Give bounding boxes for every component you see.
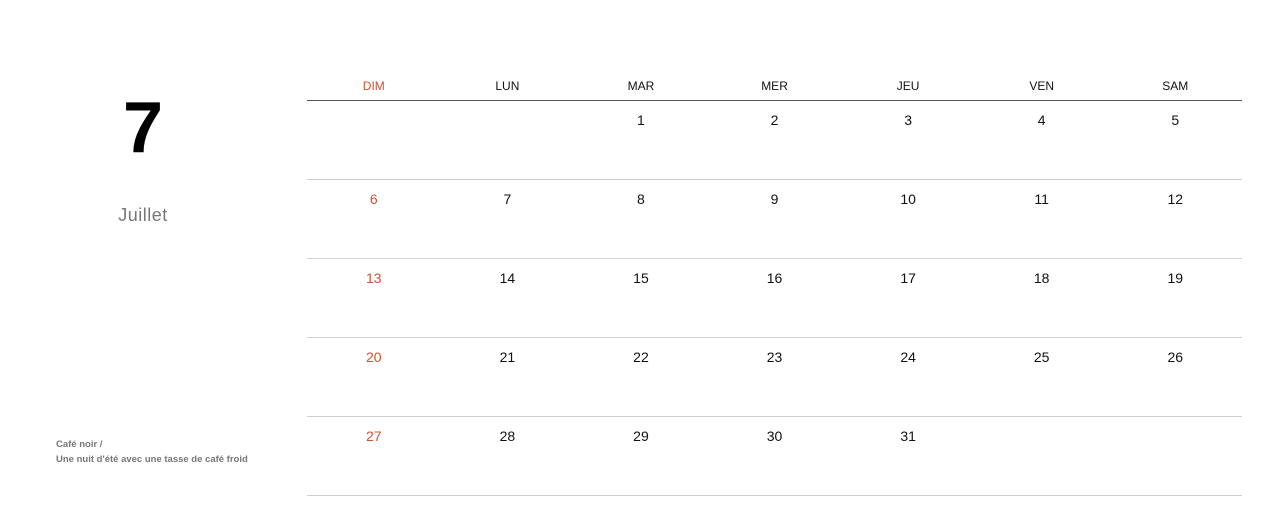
month-number: 7 bbox=[122, 88, 164, 168]
day-cell-12[interactable]: 12 bbox=[1167, 191, 1184, 207]
empty-cell bbox=[441, 101, 575, 179]
week-row: 6 7 8 9 10 11 12 bbox=[307, 180, 1242, 259]
weekday-jeu: JEU bbox=[896, 79, 920, 93]
day-cell-29[interactable]: 29 bbox=[633, 428, 649, 444]
calendar-grid: DIM LUN MAR MER JEU VEN SAM 1 2 3 4 5 6 7 8 9 10 11 12 13 1… bbox=[307, 70, 1242, 496]
weekday-ven: VEN bbox=[1029, 79, 1055, 93]
day-cell-24[interactable]: 24 bbox=[900, 349, 916, 365]
month-name: Juillet bbox=[118, 205, 168, 225]
day-cell-27[interactable]: 27 bbox=[366, 428, 382, 444]
weeks: 1 2 3 4 5 6 7 8 9 10 11 12 13 14 15 16 17 18 19 20 21 22 23 24 2… bbox=[307, 101, 1242, 496]
day-cell-28[interactable]: 28 bbox=[499, 428, 516, 444]
day-cell-14[interactable]: 14 bbox=[499, 270, 516, 286]
day-cell-4[interactable]: 4 bbox=[1037, 112, 1046, 128]
weekday-sam: SAM bbox=[1162, 79, 1189, 93]
day-cell-30[interactable]: 30 bbox=[766, 428, 783, 444]
day-cell-26[interactable]: 26 bbox=[1167, 349, 1184, 365]
weekday-mar: MAR bbox=[627, 79, 655, 93]
day-cell-20[interactable]: 20 bbox=[366, 349, 382, 365]
day-cell-3[interactable]: 3 bbox=[904, 112, 912, 128]
day-cell-7[interactable]: 7 bbox=[503, 191, 512, 207]
day-cell-17[interactable]: 17 bbox=[900, 270, 916, 286]
caption: Café noir / Une nuit d'été avec une tass… bbox=[56, 437, 248, 467]
day-cell-1[interactable]: 1 bbox=[637, 112, 645, 128]
day-cell-6[interactable]: 6 bbox=[369, 191, 378, 207]
week-row: 13 14 15 16 17 18 19 bbox=[307, 259, 1242, 338]
empty-cell bbox=[1108, 417, 1242, 495]
day-cell-31[interactable]: 31 bbox=[900, 428, 916, 444]
caption-line-1: Café noir / bbox=[56, 439, 103, 450]
weekday-lun: LUN bbox=[495, 79, 520, 93]
day-cell-8[interactable]: 8 bbox=[637, 191, 645, 207]
day-cell-15[interactable]: 15 bbox=[633, 270, 649, 286]
empty-cell bbox=[307, 101, 441, 179]
day-cell-19[interactable]: 19 bbox=[1167, 270, 1184, 286]
day-cell-5[interactable]: 5 bbox=[1171, 112, 1180, 128]
weekday-dim: DIM bbox=[362, 79, 385, 93]
empty-cell bbox=[975, 417, 1109, 495]
day-cell-23[interactable]: 23 bbox=[766, 349, 783, 365]
day-cell-13[interactable]: 13 bbox=[366, 270, 382, 286]
week-row: 1 2 3 4 5 bbox=[307, 101, 1242, 180]
day-cell-22[interactable]: 22 bbox=[633, 349, 649, 365]
day-cell-21[interactable]: 21 bbox=[499, 349, 516, 365]
weekday-mer: MER bbox=[761, 79, 788, 93]
day-cell-16[interactable]: 16 bbox=[766, 270, 783, 286]
day-cell-11[interactable]: 11 bbox=[1034, 191, 1049, 207]
day-cell-18[interactable]: 18 bbox=[1033, 270, 1050, 286]
weekday-header: DIM LUN MAR MER JEU VEN SAM bbox=[307, 70, 1242, 101]
day-cell-25[interactable]: 25 bbox=[1033, 349, 1050, 365]
caption-line-2: Une nuit d'été avec une tasse de café fr… bbox=[56, 454, 248, 465]
day-cell-2[interactable]: 2 bbox=[770, 112, 779, 128]
day-cell-10[interactable]: 10 bbox=[900, 191, 916, 207]
week-row: 20 21 22 23 24 25 26 bbox=[307, 338, 1242, 417]
day-cell-9[interactable]: 9 bbox=[770, 191, 779, 207]
week-row: 27 28 29 30 31 bbox=[307, 417, 1242, 496]
